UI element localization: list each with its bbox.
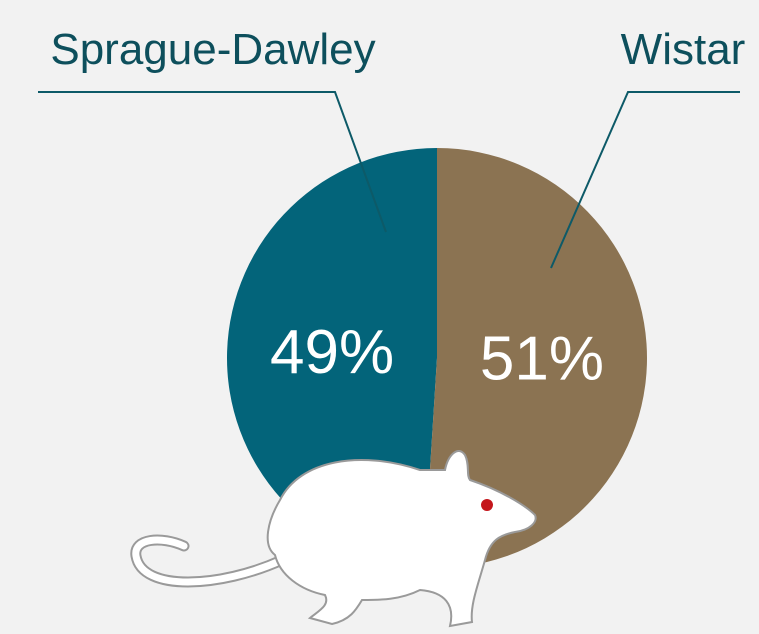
value-label: 49% <box>270 318 394 387</box>
rat-eye <box>481 499 493 511</box>
chart: 49% 51% Sprague-Dawley Wistar <box>0 0 759 634</box>
value-label: 51% <box>480 325 604 394</box>
category-label: Sprague-Dawley <box>50 25 375 74</box>
page: {"chart_data": {"type": "pie", "categori… <box>0 0 759 634</box>
category-label: Wistar <box>621 25 746 74</box>
